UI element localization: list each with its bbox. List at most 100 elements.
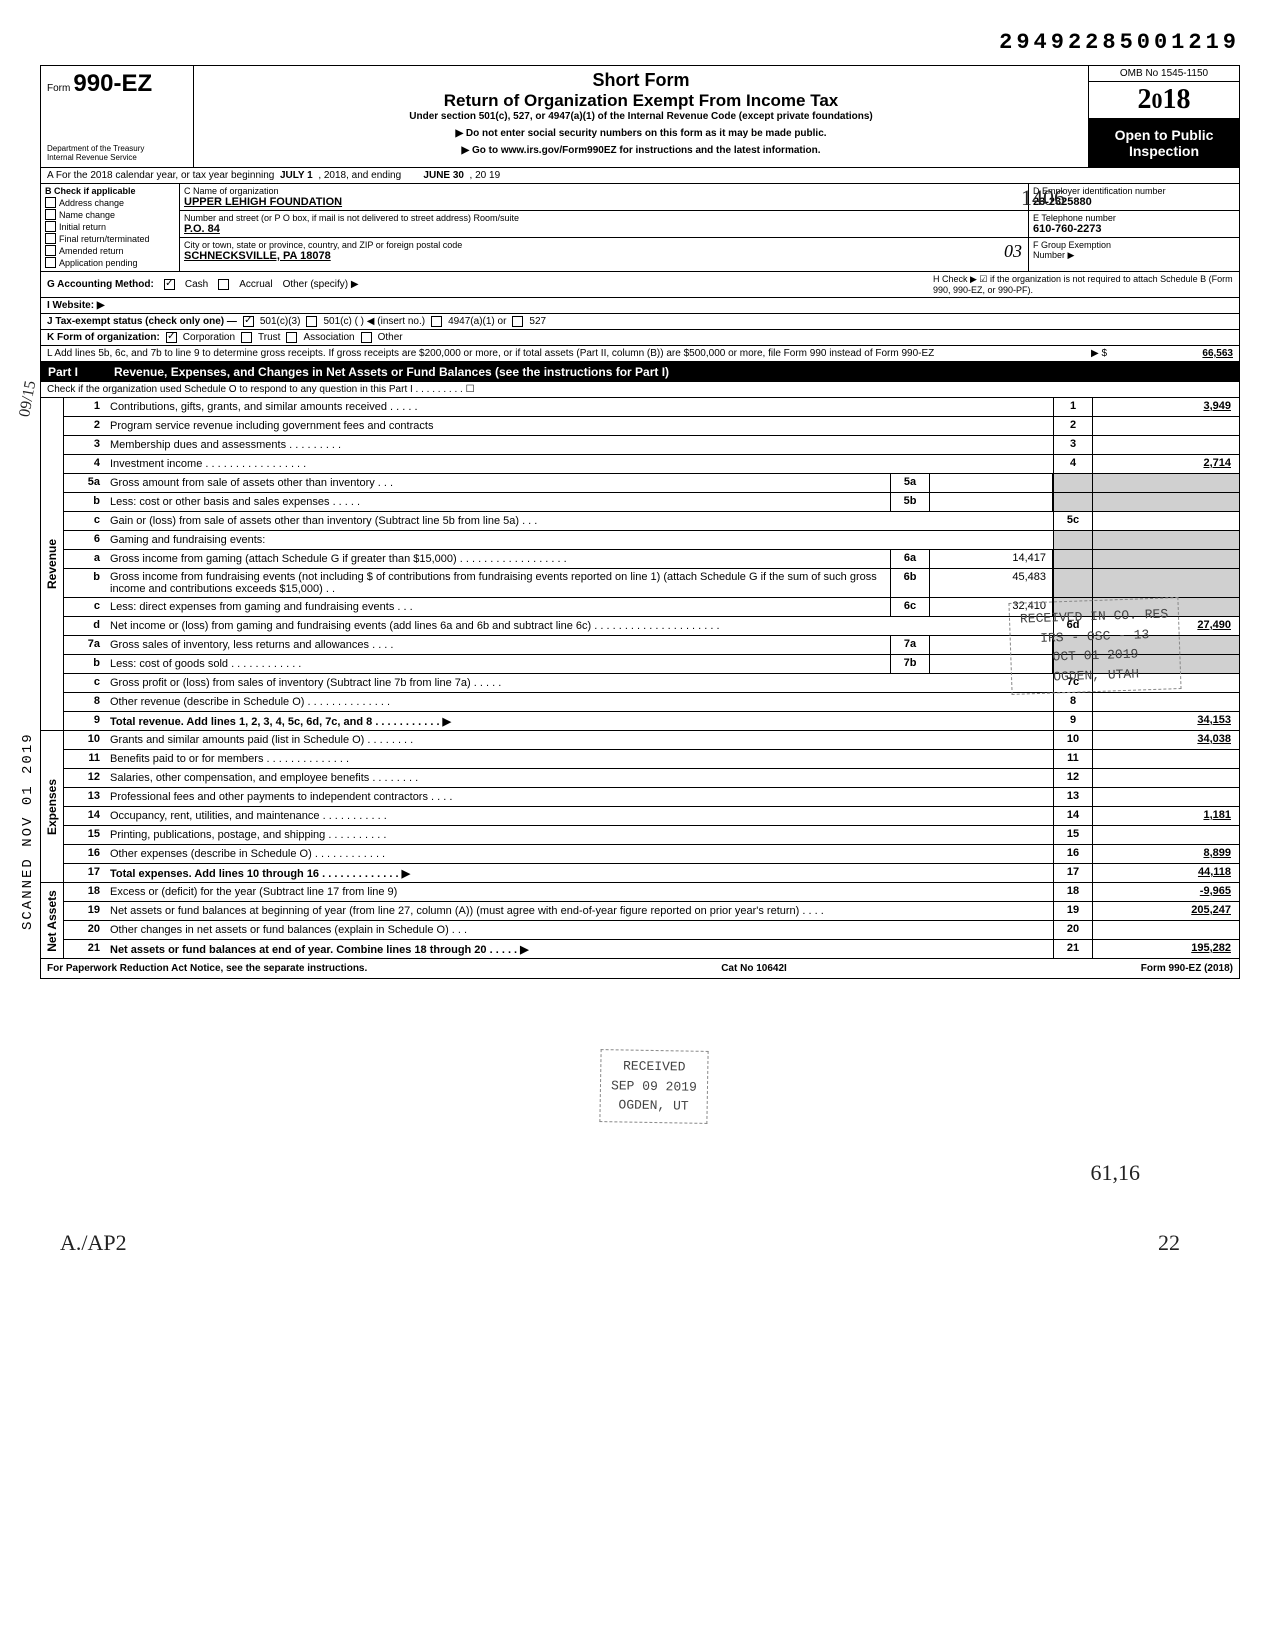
line-number: 5a <box>64 474 106 492</box>
cb-4947[interactable] <box>431 316 442 327</box>
ledger-line-21: 21Net assets or fund balances at end of … <box>64 940 1239 958</box>
dept-block: Department of the Treasury Internal Reve… <box>47 145 187 163</box>
cb-pending[interactable]: Application pending <box>45 257 175 268</box>
line-number: d <box>64 617 106 635</box>
line-number: 13 <box>64 788 106 806</box>
col-val: 195,282 <box>1092 940 1239 958</box>
l-value: 66,563 <box>1113 348 1233 359</box>
line-number: 9 <box>64 712 106 730</box>
c-city-label: City or town, state or province, country… <box>180 238 1028 264</box>
title-block: Short Form Return of Organization Exempt… <box>194 66 1089 167</box>
cb-trust[interactable] <box>241 332 252 343</box>
line-desc: Excess or (deficit) for the year (Subtra… <box>106 883 1053 901</box>
omb-number: OMB No 1545-1150 <box>1089 66 1239 82</box>
cb-amended[interactable]: Amended return <box>45 245 175 256</box>
line-number: 10 <box>64 731 106 749</box>
line-desc: Investment income . . . . . . . . . . . … <box>106 455 1053 473</box>
c-addr-label: Number and street (or P O box, if mail i… <box>180 211 1028 238</box>
netassets-section: Net Assets 18Excess or (deficit) for the… <box>41 882 1239 958</box>
col-num: 4 <box>1053 455 1092 473</box>
revenue-label: Revenue <box>41 398 64 730</box>
form-id-block: Form 990-EZ Department of the Treasury I… <box>41 66 194 167</box>
ledger-line-5a: 5aGross amount from sale of assets other… <box>64 474 1239 493</box>
col-num: 21 <box>1053 940 1092 958</box>
handwrite-0915: 09/15 <box>16 379 40 418</box>
line-desc: Gain or (loss) from sale of assets other… <box>106 512 1053 530</box>
cb-final-return[interactable]: Final return/terminated <box>45 233 175 244</box>
line-number: b <box>64 569 106 597</box>
col-val: 2,714 <box>1092 455 1239 473</box>
line-desc: Grants and similar amounts paid (list in… <box>106 731 1053 749</box>
ledger-line-17: 17Total expenses. Add lines 10 through 1… <box>64 864 1239 882</box>
c-name-label: C Name of organization UPPER LEHIGH FOUN… <box>180 184 1028 211</box>
line-number: 7a <box>64 636 106 654</box>
org-city: SCHNECKSVILLE, PA 18078 <box>184 250 331 262</box>
line-desc: Gross profit or (loss) from sales of inv… <box>106 674 1053 692</box>
ledger-line-8: 8Other revenue (describe in Schedule O) … <box>64 693 1239 712</box>
handwrite-6116: 61,16 <box>1091 1160 1141 1186</box>
line-number: c <box>64 674 106 692</box>
netassets-label: Net Assets <box>41 883 64 958</box>
cb-address-change[interactable]: Address change <box>45 197 175 208</box>
ledger-line-13: 13Professional fees and other payments t… <box>64 788 1239 807</box>
cb-cash[interactable] <box>164 279 175 290</box>
line-desc: Less: direct expenses from gaming and fu… <box>106 598 890 616</box>
line-desc: Total revenue. Add lines 1, 2, 3, 4, 5c,… <box>106 712 1053 730</box>
cb-initial-return[interactable]: Initial return <box>45 221 175 232</box>
handwrite-22: 22 <box>1158 1230 1180 1256</box>
cb-501c[interactable] <box>306 316 317 327</box>
line-desc: Printing, publications, postage, and shi… <box>106 826 1053 844</box>
ledger-line-9: 9Total revenue. Add lines 1, 2, 3, 4, 5c… <box>64 712 1239 730</box>
cb-name-change[interactable]: Name change <box>45 209 175 220</box>
col-val <box>1092 693 1239 711</box>
cb-corp[interactable] <box>166 332 177 343</box>
col-num: 6d <box>1053 617 1092 635</box>
col-num: 10 <box>1053 731 1092 749</box>
cb-527[interactable] <box>512 316 523 327</box>
col-num: 19 <box>1053 902 1092 920</box>
form-header: Form 990-EZ Department of the Treasury I… <box>40 65 1240 168</box>
line-desc: Gross amount from sale of assets other t… <box>106 474 890 492</box>
form-footer: For Paperwork Reduction Act Notice, see … <box>40 959 1240 979</box>
col-num: 13 <box>1053 788 1092 806</box>
ledger-line-12: 12Salaries, other compensation, and empl… <box>64 769 1239 788</box>
revenue-section: Revenue 1Contributions, gifts, grants, a… <box>41 398 1239 730</box>
subcol-num: 5a <box>890 474 930 492</box>
tax-year: 20201818 <box>1089 82 1239 119</box>
short-form: Short Form <box>200 70 1082 91</box>
line-desc: Other changes in net assets or fund bala… <box>106 921 1053 939</box>
line-number: 4 <box>64 455 106 473</box>
ledger-line-15: 15Printing, publications, postage, and s… <box>64 826 1239 845</box>
col-num: 1 <box>1053 398 1092 416</box>
cb-501c3[interactable] <box>243 316 254 327</box>
subcol-num: 7b <box>890 655 930 673</box>
ledger-line-4: 4Investment income . . . . . . . . . . .… <box>64 455 1239 474</box>
line-desc: Less: cost of goods sold . . . . . . . .… <box>106 655 890 673</box>
row-l: L Add lines 5b, 6c, and 7b to line 9 to … <box>40 346 1240 362</box>
handwrite-ap2: A./AP2 <box>60 1230 127 1256</box>
ledger-line-c: cGain or (loss) from sale of assets othe… <box>64 512 1239 531</box>
col-num: 7c <box>1053 674 1092 692</box>
col-num: 11 <box>1053 750 1092 768</box>
line-desc: Gross sales of inventory, less returns a… <box>106 636 890 654</box>
ledger-line-16: 16Other expenses (describe in Schedule O… <box>64 845 1239 864</box>
line-number: 18 <box>64 883 106 901</box>
ledger-line-3: 3Membership dues and assessments . . . .… <box>64 436 1239 455</box>
stamp-received-2: RECEIVED SEP 09 2019 OGDEN, UT <box>599 1049 708 1123</box>
f-block: F Group Exemption Number ▶ <box>1029 238 1239 263</box>
cb-other[interactable] <box>361 332 372 343</box>
subcol-val <box>930 636 1053 654</box>
ledger: Revenue 1Contributions, gifts, grants, a… <box>40 398 1240 959</box>
line-desc: Occupancy, rent, utilities, and maintena… <box>106 807 1053 825</box>
org-name: UPPER LEHIGH FOUNDATION <box>184 196 342 208</box>
col-val: 205,247 <box>1092 902 1239 920</box>
line-desc: Gross income from gaming (attach Schedul… <box>106 550 890 568</box>
subcol-num: 6b <box>890 569 930 597</box>
line-number: 16 <box>64 845 106 863</box>
line-desc: Net assets or fund balances at end of ye… <box>106 940 1053 958</box>
col-val: 34,153 <box>1092 712 1239 730</box>
ledger-line-11: 11Benefits paid to or for members . . . … <box>64 750 1239 769</box>
expenses-label: Expenses <box>41 731 64 882</box>
cb-accrual[interactable] <box>218 279 229 290</box>
cb-assoc[interactable] <box>286 332 297 343</box>
